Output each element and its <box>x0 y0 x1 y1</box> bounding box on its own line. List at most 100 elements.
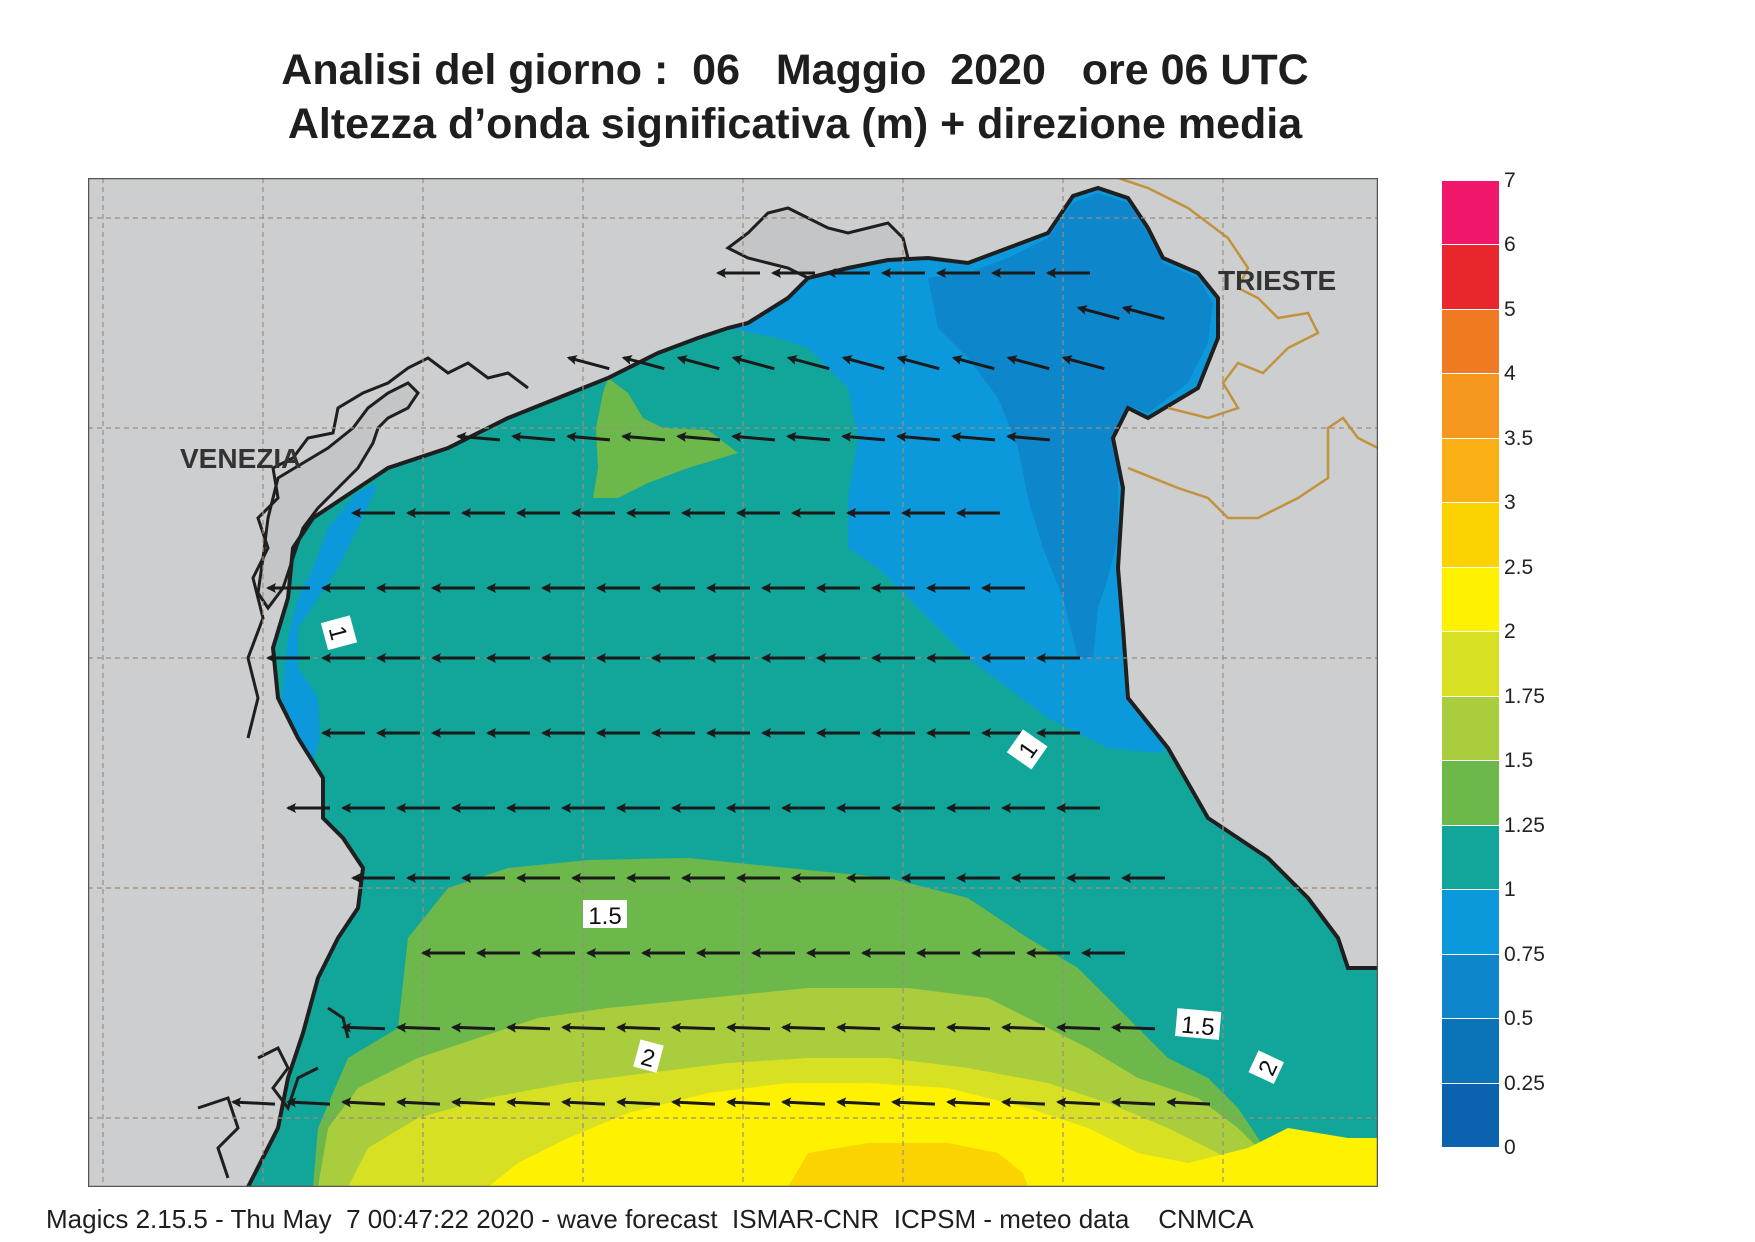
wave-arrow <box>786 355 830 371</box>
wave-arrow <box>516 873 560 883</box>
wave-arrow <box>981 653 1025 663</box>
colorbar-tick-label: 0.5 <box>1504 1007 1534 1031</box>
wave-arrow <box>891 803 935 813</box>
coastline <box>246 185 1378 1187</box>
wave-arrow <box>616 1022 661 1033</box>
wave-arrow <box>451 1022 496 1033</box>
colorbar-segment <box>1442 890 1499 955</box>
wave-height-map: 1 1 1.5 1.5 2 2 VENEZIA TRIESTE <box>88 178 1378 1187</box>
wave-arrow <box>936 268 980 278</box>
colorbar-tick-label: 2 <box>1504 620 1516 644</box>
wave-arrow <box>266 583 310 593</box>
wave-arrow <box>781 1097 826 1108</box>
wave-arrow <box>991 268 1035 278</box>
wave-arrow <box>1046 268 1090 278</box>
contour-label: 1 <box>1006 729 1048 770</box>
wave-arrow <box>476 948 520 958</box>
wave-arrow <box>571 873 615 883</box>
wave-arrow <box>231 1097 276 1108</box>
wave-arrow <box>896 355 940 371</box>
wave-arrow <box>516 508 560 518</box>
wave-arrow <box>566 431 611 442</box>
contour-label: 1.5 <box>1175 1008 1222 1042</box>
wave-arrow <box>681 873 725 883</box>
wave-arrow <box>1056 1097 1101 1108</box>
colorbar-segment <box>1442 954 1499 1020</box>
wave-arrow <box>1066 873 1110 883</box>
wave-arrow <box>736 508 780 518</box>
colorbar-tick-label: 2.5 <box>1504 555 1534 579</box>
wave-arrow <box>486 653 530 663</box>
wave-arrow <box>946 1022 991 1033</box>
wave-arrow <box>341 803 385 813</box>
wave-arrow <box>791 508 835 518</box>
wave-arrow <box>1036 653 1080 663</box>
colorbar-tick-label: 3 <box>1504 491 1516 515</box>
colorbar-segment <box>1442 181 1499 246</box>
wave-arrow <box>286 803 330 813</box>
wave-arrow <box>841 355 885 371</box>
wave-arrow <box>376 583 420 593</box>
wave-arrow <box>1006 355 1050 371</box>
colorbar-segment <box>1442 503 1499 568</box>
colorbar-segment <box>1442 761 1499 826</box>
map-title: Analisi del giorno : 06 Maggio 2020 ore … <box>281 46 1309 94</box>
wave-arrow <box>351 508 395 518</box>
city-label-trieste: TRIESTE <box>1218 265 1336 296</box>
wave-arrow <box>431 653 475 663</box>
wave-arrow <box>1006 431 1051 442</box>
wave-arrow <box>616 803 660 813</box>
wave-arrow <box>861 948 905 958</box>
footer-credits: Magics 2.15.5 - Thu May 7 00:47:22 2020 … <box>46 1204 1254 1234</box>
wave-arrow <box>956 508 1000 518</box>
trieste-coast <box>725 206 910 280</box>
wave-arrow <box>531 948 575 958</box>
wave-arrow <box>376 653 420 663</box>
colorbar-tick-label: 0.75 <box>1504 942 1545 966</box>
wave-arrow <box>816 728 860 738</box>
wave-arrow <box>451 1097 496 1108</box>
wave-arrow <box>506 1097 551 1108</box>
colorbar-tick-label: 7 <box>1504 169 1516 192</box>
wave-arrow <box>951 431 996 442</box>
wave-arrow <box>321 653 365 663</box>
wave-arrow <box>396 1022 441 1033</box>
wave-arrow <box>726 803 770 813</box>
wave-arrow <box>1056 803 1100 813</box>
wave-arrow <box>396 1097 441 1108</box>
colorbar-segment <box>1442 374 1499 439</box>
wave-arrow <box>981 583 1025 593</box>
wave-arrow <box>1111 1097 1156 1108</box>
wave-arrow <box>541 583 585 593</box>
wave-arrow <box>676 355 720 371</box>
wave-arrow <box>731 355 775 371</box>
wave-arrow <box>596 583 640 593</box>
wave-arrow <box>456 431 501 442</box>
svg-text:1.5: 1.5 <box>1180 1012 1216 1042</box>
wave-arrow <box>1036 728 1080 738</box>
colorbar-segment <box>1442 438 1499 504</box>
wave-arrow <box>396 803 440 813</box>
wave-arrow <box>731 431 776 442</box>
wave-arrow <box>1026 948 1070 958</box>
map-frame <box>88 178 1378 1187</box>
colorbar-tick-label: 4 <box>1504 362 1516 386</box>
wave-arrow <box>816 583 860 593</box>
colorbar-segment <box>1442 632 1499 697</box>
wave-arrow <box>846 873 890 883</box>
wave-arrow <box>826 268 870 278</box>
wave-arrow <box>596 653 640 663</box>
wave-arrow <box>791 873 835 883</box>
wave-arrow <box>761 728 805 738</box>
colorbar-segment <box>1442 309 1499 375</box>
wave-arrow <box>561 1097 606 1108</box>
wave-arrow <box>901 873 945 883</box>
wave-arrow <box>1001 1097 1046 1108</box>
colorbar-segment <box>1442 1083 1499 1148</box>
wave-arrow <box>706 653 750 663</box>
colorbar-segment <box>1442 696 1499 762</box>
national-border <box>1117 178 1378 520</box>
wave-arrow <box>506 1022 551 1033</box>
wave-arrow <box>871 653 915 663</box>
wave-arrow <box>431 728 475 738</box>
